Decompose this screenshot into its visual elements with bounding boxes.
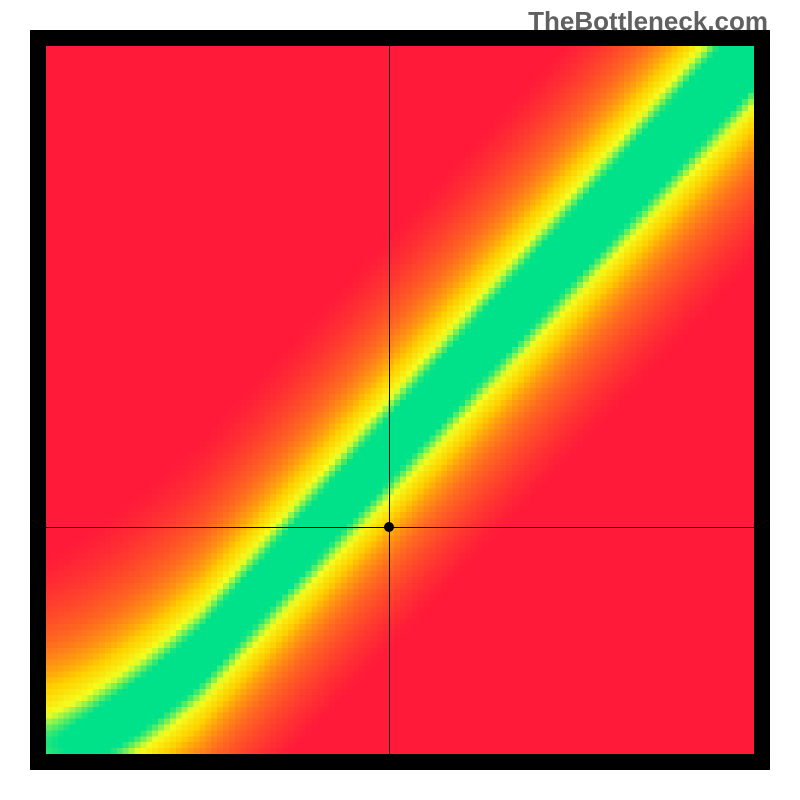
crosshair-vertical bbox=[389, 46, 390, 754]
plot-area bbox=[46, 46, 754, 754]
crosshair-marker bbox=[384, 522, 394, 532]
watermark: TheBottleneck.com bbox=[528, 6, 768, 37]
heatmap-canvas bbox=[46, 46, 754, 754]
crosshair-horizontal bbox=[46, 527, 754, 528]
